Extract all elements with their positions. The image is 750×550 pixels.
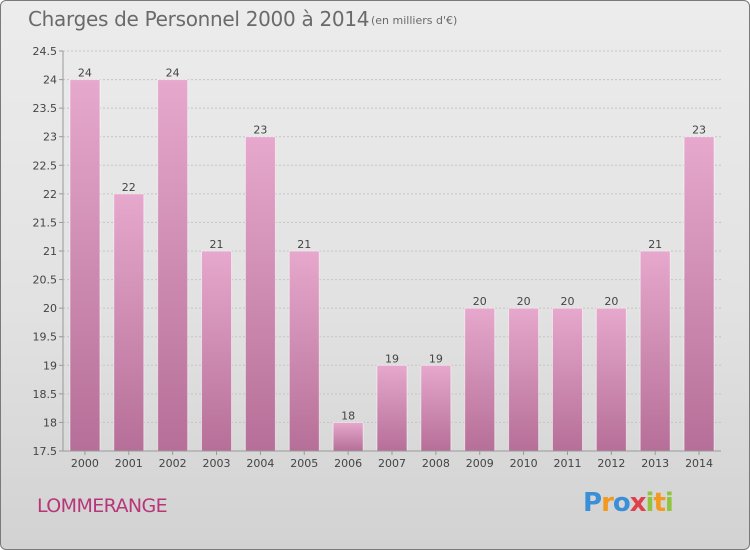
y-tick-label: 24: [43, 74, 57, 87]
data-label: 18: [341, 409, 355, 422]
x-tick-label: 2002: [159, 457, 187, 470]
y-tick-label: 22.5: [33, 159, 58, 172]
bar-2002: [157, 79, 189, 452]
data-label: 24: [166, 67, 180, 80]
y-tick-label: 19.5: [33, 331, 58, 344]
data-label: 22: [122, 181, 136, 194]
bar-2001: [113, 193, 145, 452]
bars: [69, 79, 715, 452]
data-label: 20: [560, 295, 574, 308]
y-tick-label: 20: [43, 302, 57, 315]
bar-2003: [201, 250, 233, 452]
proxiti-logo[interactable]: Proxiti: [583, 488, 674, 518]
bar-2000: [69, 79, 101, 452]
x-tick-label: 2004: [246, 457, 274, 470]
x-tick-label: 2001: [115, 457, 143, 470]
chart-title: Charges de Personnel 2000 à 2014: [28, 7, 370, 31]
x-tick-label: 2013: [641, 457, 669, 470]
bar-2008: [420, 364, 452, 452]
x-tick-label: 2000: [71, 457, 99, 470]
bar-2011: [551, 307, 583, 452]
y-tick-label: 23: [43, 131, 57, 144]
x-tick-label: 2009: [466, 457, 494, 470]
bar-2006: [332, 421, 364, 452]
bar-2013: [639, 250, 671, 452]
y-tick-label: 23.5: [33, 102, 58, 115]
bar-2009: [464, 307, 496, 452]
y-tick-label: 24.5: [33, 45, 58, 58]
y-tick-label: 21.5: [33, 216, 58, 229]
data-label: 24: [78, 67, 92, 80]
y-tick-label: 20.5: [33, 274, 58, 287]
x-tick-label: 2014: [685, 457, 713, 470]
bar-2005: [288, 250, 320, 452]
data-label: 23: [253, 124, 267, 137]
bar-2010: [508, 307, 540, 452]
y-tick-label: 18.5: [33, 388, 58, 401]
data-labels: 24 22 24 21 23 21 18 19 19 20 20 20 20 21 23: [78, 67, 706, 423]
bar-2007: [376, 364, 408, 452]
y-tick-label: 19: [43, 359, 57, 372]
y-tick-label: 22: [43, 188, 57, 201]
x-tick-label: 2007: [378, 457, 406, 470]
data-label: 21: [648, 238, 662, 251]
data-label: 19: [385, 352, 399, 365]
data-label: 21: [297, 238, 311, 251]
x-tick-label: 2005: [290, 457, 318, 470]
data-label: 20: [604, 295, 618, 308]
bar-2012: [595, 307, 627, 452]
data-label: 20: [517, 295, 531, 308]
y-tick-label: 18: [43, 416, 57, 429]
commune-name: LOMMERANGE: [37, 495, 168, 517]
y-tick-label: 21: [43, 245, 57, 258]
bar-2014: [683, 136, 715, 452]
x-tick-label: 2008: [422, 457, 450, 470]
x-tick-label: 2006: [334, 457, 362, 470]
data-label: 19: [429, 352, 443, 365]
data-label: 21: [210, 238, 224, 251]
data-label: 20: [473, 295, 487, 308]
axes: 17.5 18 18.5 19 19.5 20 20.5 21 21.5 22 22.5 23 23.5…: [33, 45, 721, 470]
bar-2004: [244, 136, 276, 452]
data-label: 23: [692, 124, 706, 137]
x-tick-label: 2010: [510, 457, 538, 470]
x-tick-label: 2003: [203, 457, 231, 470]
chart-subtitle: (en milliers d'€): [371, 14, 458, 27]
x-tick-label: 2012: [597, 457, 625, 470]
x-tick-label: 2011: [553, 457, 581, 470]
y-tick-label: 17.5: [33, 445, 58, 458]
